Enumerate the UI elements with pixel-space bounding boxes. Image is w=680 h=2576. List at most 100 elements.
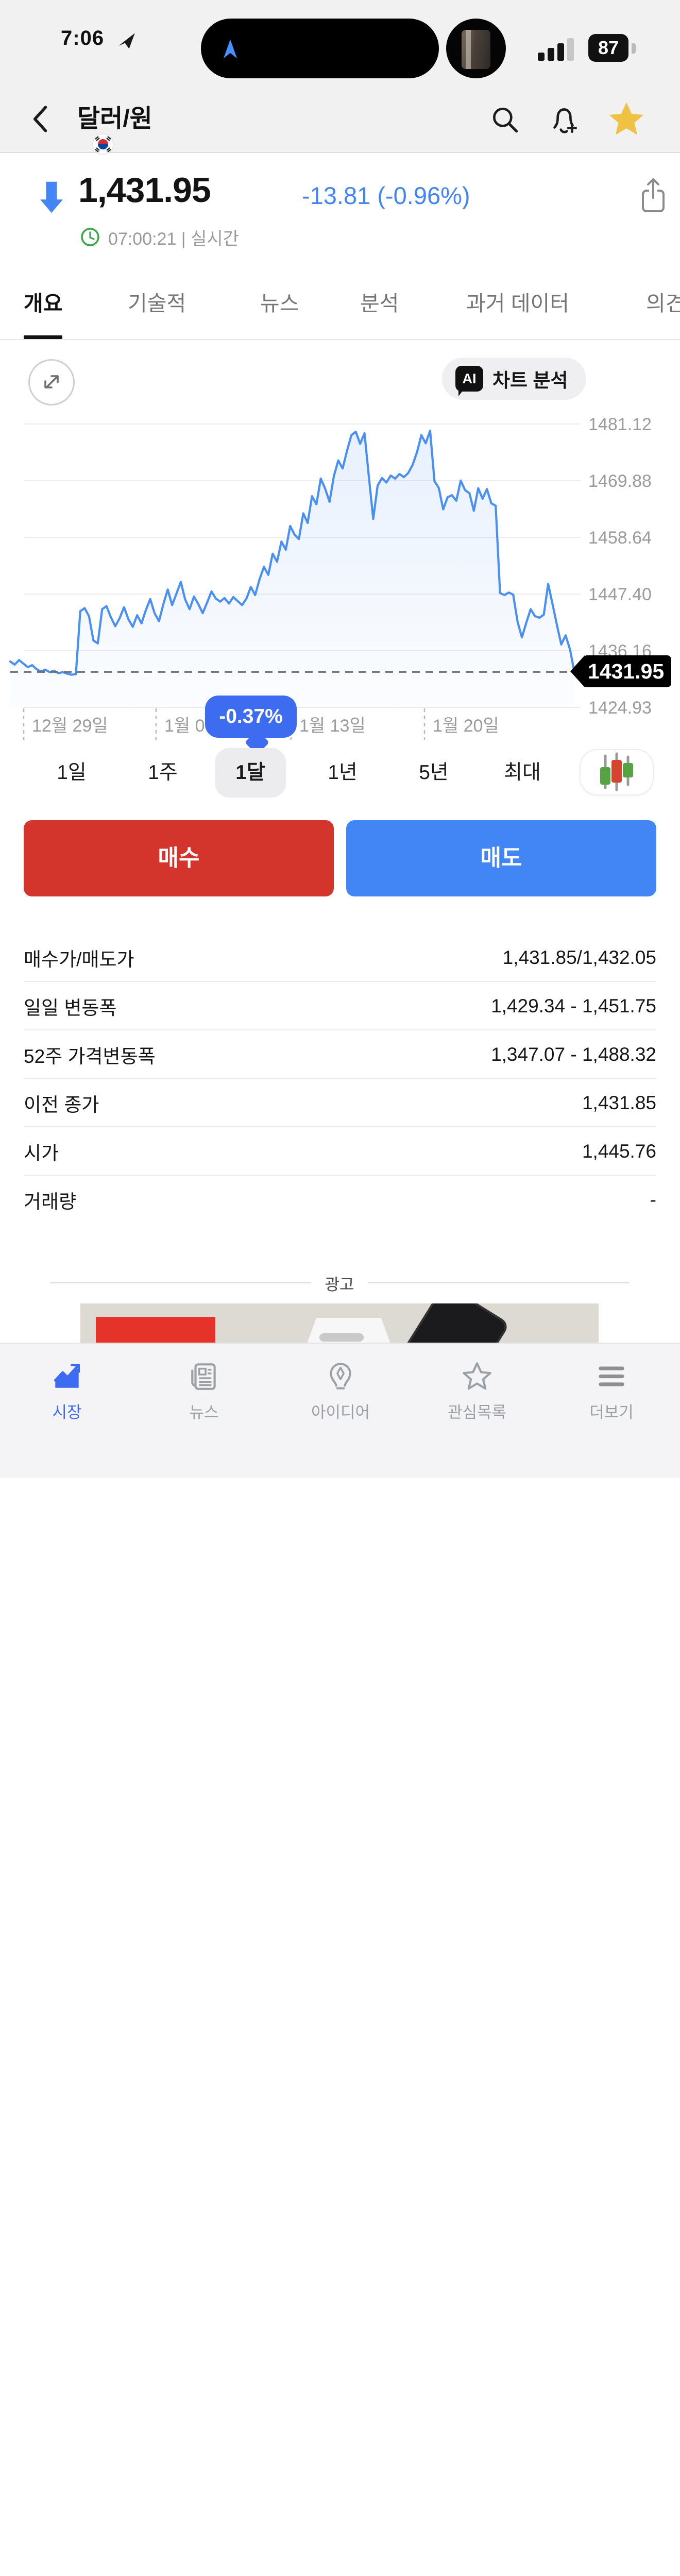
- stat-value: 1,429.34 - 1,451.75: [491, 995, 656, 1016]
- idea-lightbulb-icon: [284, 1358, 397, 1393]
- candlestick-chart-button[interactable]: [580, 749, 654, 795]
- divider-line: [50, 1282, 312, 1283]
- svg-text:1월 13일: 1월 13일: [299, 716, 366, 736]
- section-tabs: 개요 기술적 뉴스 분석 과거 데이터 의견: [0, 268, 680, 340]
- ad-red-block: [96, 1317, 215, 1343]
- nav-label: 뉴스: [189, 1403, 219, 1421]
- location-arrow-icon: [117, 32, 136, 53]
- ad-gray-pill: [319, 1333, 364, 1342]
- watchlist-star-icon: [420, 1358, 534, 1393]
- stat-label: 52주 가격변동폭: [24, 1046, 156, 1067]
- navigation-arrow-icon: [219, 38, 241, 62]
- nav-news[interactable]: 뉴스: [147, 1358, 261, 1422]
- stat-row-bid-ask: 매수가/매도가 1,431.85/1,432.05: [0, 934, 680, 982]
- nav-label: 시장: [52, 1403, 82, 1421]
- range-5year[interactable]: 5년: [419, 761, 449, 784]
- current-price: 1,431.95: [78, 171, 211, 210]
- nav-ideas[interactable]: 아이디어: [284, 1358, 397, 1422]
- usdkrw-quote-screen: 7:06 87 달러/원: [0, 0, 680, 1478]
- stat-row-day-range: 일일 변동폭 1,429.34 - 1,451.75: [0, 982, 680, 1030]
- nav-markets[interactable]: 시장: [10, 1358, 124, 1422]
- price-chart[interactable]: 1481.12 1469.88 1458.64 1447.40 1436.16 …: [0, 350, 680, 743]
- dynamic-island: [201, 19, 439, 78]
- sell-button[interactable]: 매도: [346, 820, 656, 896]
- quote-stats-table: 매수가/매도가 1,431.85/1,432.05 일일 변동폭 1,429.3…: [0, 934, 680, 1224]
- current-price-tag: 1431.95: [570, 655, 672, 687]
- range-1week[interactable]: 1주: [148, 761, 178, 784]
- stat-label: 시가: [24, 1143, 59, 1164]
- nav-label: 더보기: [589, 1403, 634, 1421]
- bottom-navigation: 시장 뉴스: [0, 1343, 680, 1478]
- pip-video-thumbnail: [462, 30, 490, 69]
- ad-divider: 광고: [50, 1272, 630, 1294]
- stat-value: -: [650, 1189, 656, 1210]
- svg-text:1458.64: 1458.64: [588, 528, 652, 548]
- stat-row-volume: 거래량 -: [0, 1176, 680, 1224]
- range-1year[interactable]: 1년: [328, 761, 358, 784]
- period-change-tooltip: -0.37%: [205, 696, 297, 738]
- svg-text:1481.12: 1481.12: [588, 415, 652, 434]
- tab-news[interactable]: 뉴스: [260, 292, 299, 315]
- back-button[interactable]: [27, 103, 52, 135]
- alert-add-icon[interactable]: [547, 103, 581, 137]
- quote-timestamp: 07:00:21 | 실시간: [108, 229, 239, 249]
- price-change: -13.81 (-0.96%): [302, 182, 470, 209]
- tab-overview[interactable]: 개요: [24, 268, 63, 339]
- price-tag-arrow: [570, 655, 585, 687]
- stat-value: 1,431.85/1,432.05: [502, 947, 656, 968]
- svg-text:1424.93: 1424.93: [588, 698, 652, 718]
- cellular-signal-icon: [538, 38, 581, 61]
- range-1month[interactable]: 1달: [215, 748, 286, 798]
- price-down-arrow-icon: [39, 179, 64, 217]
- stat-row-52w-range: 52주 가격변동폭 1,347.07 - 1,488.32: [0, 1030, 680, 1079]
- chart-expand-button[interactable]: [28, 359, 75, 405]
- range-max[interactable]: 최대: [504, 761, 541, 784]
- nav-watchlist[interactable]: 관심목록: [420, 1358, 534, 1422]
- time-range-selector: 1일 1주 1달 1년 5년 최대: [0, 748, 680, 800]
- stat-value: 1,431.85: [582, 1092, 656, 1113]
- pip-video-bubble[interactable]: [446, 19, 506, 78]
- line-chart-canvas[interactable]: 1481.12 1469.88 1458.64 1447.40 1436.16 …: [0, 350, 680, 743]
- stat-label: 매수가/매도가: [24, 949, 134, 970]
- ai-chart-analysis-button[interactable]: AI 차트 분석: [442, 358, 587, 400]
- tab-technical[interactable]: 기술적: [128, 292, 186, 315]
- divider-line: [367, 1282, 630, 1283]
- svg-text:1469.88: 1469.88: [588, 471, 652, 491]
- search-icon[interactable]: [488, 103, 522, 137]
- more-menu-icon: [555, 1358, 668, 1393]
- chart-y-axis-labels: 1481.12 1469.88 1458.64 1447.40 1436.16 …: [588, 415, 652, 718]
- nav-more[interactable]: 더보기: [555, 1358, 668, 1422]
- favorite-star-icon[interactable]: [607, 100, 644, 135]
- ai-button-label: 차트 분석: [492, 370, 568, 391]
- news-icon: [147, 1358, 261, 1393]
- share-icon[interactable]: [638, 176, 669, 215]
- status-time: 7:06: [61, 27, 105, 49]
- nav-label: 관심목록: [447, 1403, 507, 1421]
- buy-button[interactable]: 매수: [24, 820, 334, 896]
- stat-label: 이전 종가: [24, 1094, 99, 1115]
- nav-label: 아이디어: [311, 1403, 370, 1421]
- svg-text:1월 20일: 1월 20일: [433, 716, 499, 736]
- battery-cap: [632, 43, 636, 54]
- chart-area-fill: [10, 430, 574, 707]
- svg-text:1447.40: 1447.40: [588, 585, 652, 604]
- tab-opinion[interactable]: 의견: [646, 292, 680, 315]
- chart-line-series: [9, 429, 576, 676]
- clock-icon: [81, 228, 99, 246]
- quote-time-row: 07:00:21 | 실시간: [79, 226, 239, 249]
- markets-chart-icon: [10, 1358, 124, 1393]
- stat-label: 거래량: [24, 1191, 77, 1212]
- ai-badge-icon: AI: [455, 366, 483, 396]
- stat-value: 1,445.76: [582, 1141, 656, 1162]
- tab-historical-data[interactable]: 과거 데이터: [466, 292, 569, 315]
- korea-flag-icon: [92, 133, 114, 158]
- top-bar: 7:06 87 달러/원: [0, 0, 680, 155]
- ad-label: 광고: [325, 1275, 354, 1294]
- range-1day[interactable]: 1일: [57, 761, 87, 784]
- ad-banner-image[interactable]: [80, 1303, 599, 1343]
- page-title: 달러/원: [77, 105, 152, 132]
- stat-row-prev-close: 이전 종가 1,431.85: [0, 1079, 680, 1127]
- stat-label: 일일 변동폭: [24, 997, 117, 1019]
- tab-analysis[interactable]: 분석: [360, 292, 399, 315]
- battery-indicator: 87: [588, 34, 628, 62]
